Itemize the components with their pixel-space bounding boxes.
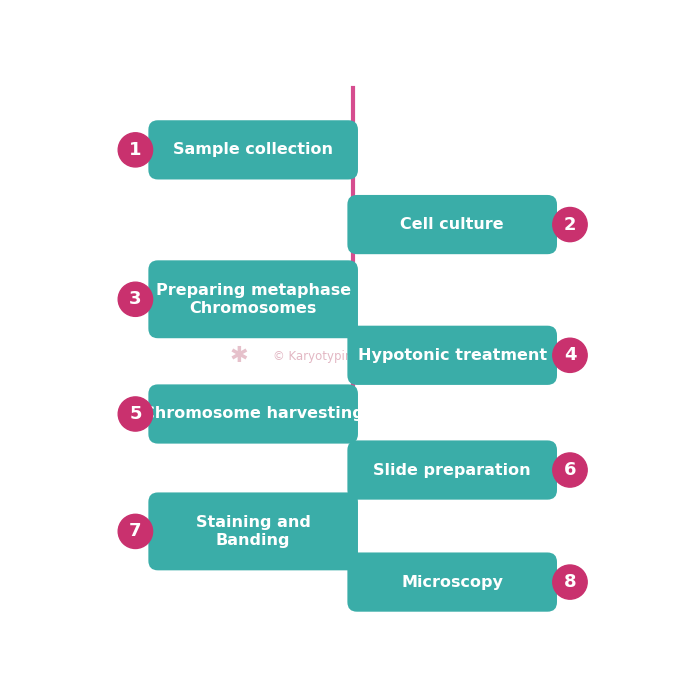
- Text: Preparing metaphase
Chromosomes: Preparing metaphase Chromosomes: [156, 283, 351, 316]
- Text: 2: 2: [563, 216, 576, 234]
- Text: 5: 5: [129, 405, 141, 423]
- Ellipse shape: [553, 338, 587, 372]
- FancyBboxPatch shape: [348, 441, 557, 500]
- Text: Sample collection: Sample collection: [173, 142, 333, 157]
- Ellipse shape: [118, 133, 152, 167]
- Text: Staining and
Banding: Staining and Banding: [196, 515, 311, 548]
- Text: Cell culture: Cell culture: [400, 217, 504, 232]
- Text: ✱: ✱: [229, 346, 248, 367]
- Text: Hypotonic treatment: Hypotonic treatment: [358, 348, 547, 363]
- Text: 1: 1: [129, 141, 141, 159]
- Text: © KaryotypingHub: © KaryotypingHub: [273, 350, 384, 363]
- Text: Microscopy: Microscopy: [401, 574, 503, 590]
- FancyBboxPatch shape: [348, 195, 557, 254]
- Text: 3: 3: [129, 290, 141, 308]
- Ellipse shape: [118, 514, 152, 548]
- Text: 7: 7: [129, 523, 141, 541]
- FancyBboxPatch shape: [148, 121, 358, 179]
- FancyBboxPatch shape: [348, 552, 557, 612]
- Text: 8: 8: [563, 573, 576, 591]
- FancyBboxPatch shape: [148, 385, 358, 444]
- FancyBboxPatch shape: [348, 326, 557, 385]
- Ellipse shape: [118, 282, 152, 317]
- Text: 6: 6: [563, 461, 576, 479]
- Text: Slide preparation: Slide preparation: [374, 462, 531, 477]
- Text: 4: 4: [563, 346, 576, 365]
- Text: Chromosome harvesting: Chromosome harvesting: [143, 407, 363, 421]
- Ellipse shape: [553, 207, 587, 242]
- Ellipse shape: [553, 565, 587, 599]
- FancyBboxPatch shape: [148, 261, 358, 338]
- FancyBboxPatch shape: [148, 493, 358, 570]
- Ellipse shape: [553, 453, 587, 487]
- Ellipse shape: [118, 397, 152, 431]
